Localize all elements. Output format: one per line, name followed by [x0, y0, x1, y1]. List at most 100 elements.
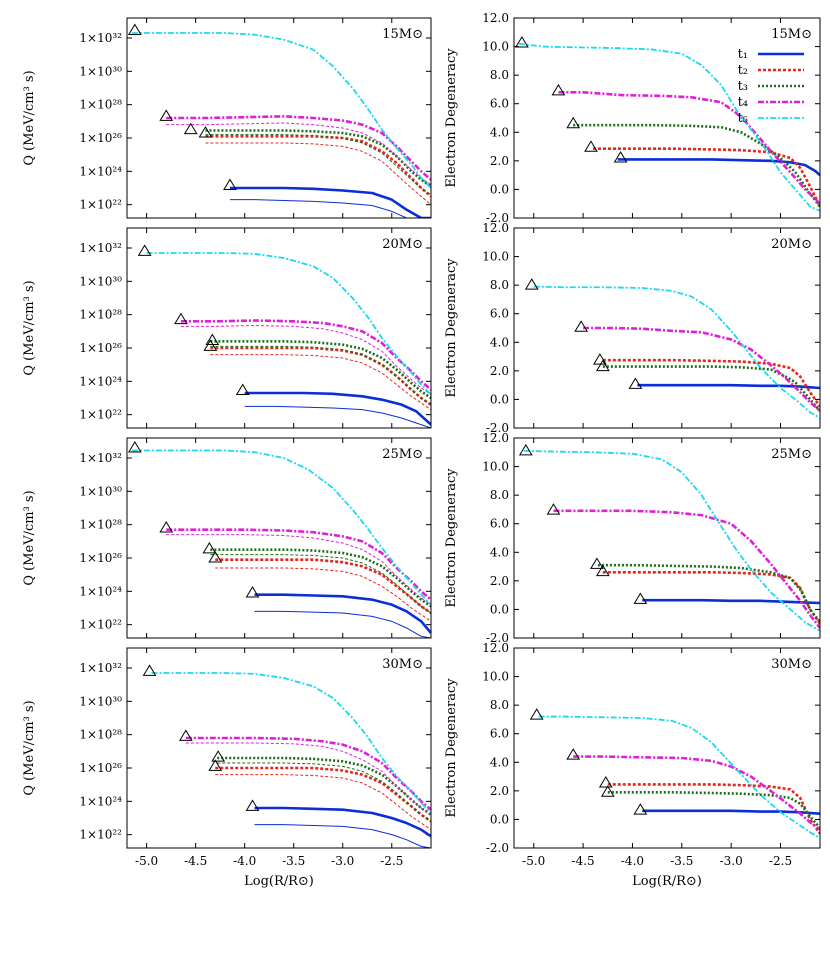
series-line: [254, 806, 431, 838]
series-line: [602, 358, 820, 408]
series-group: [151, 672, 431, 848]
triangle-marker: [633, 592, 648, 604]
y-tick-label: 8.0: [490, 68, 509, 82]
series-group: [538, 715, 820, 839]
y-tick-label: 1×10³²: [79, 241, 122, 255]
y-tick-label: 10.0: [482, 460, 509, 474]
triangle-marker: [205, 333, 220, 345]
triangle-marker: [598, 776, 613, 788]
triangle-marker: [208, 551, 223, 563]
series-line: [254, 593, 431, 634]
triangle-marker: [613, 151, 628, 163]
y-tick-label: 12.0: [482, 221, 509, 235]
series-line-thin: [180, 324, 431, 396]
y-tick-label: 6.0: [490, 307, 509, 321]
series-line: [244, 391, 431, 426]
x-axis-label: Log(R/R⊙): [632, 874, 702, 889]
mass-label: 15M⊙: [771, 27, 812, 42]
x-tick-label: -3.5: [670, 854, 693, 868]
y-tick-label: 1×10³²: [79, 661, 122, 675]
series-group: [131, 32, 431, 218]
x-tick-label: -2.5: [380, 854, 403, 868]
y-tick-label: 1×10²⁴: [79, 164, 122, 178]
y-tick-label: 1×10²²: [79, 408, 122, 422]
y-tick-label: 8.0: [490, 488, 509, 502]
triangle-marker: [137, 244, 152, 256]
mass-label: 20M⊙: [382, 237, 423, 252]
series-line-thin: [205, 134, 431, 196]
series-line-thin: [215, 567, 431, 622]
series-line: [597, 563, 820, 624]
series-line: [185, 736, 431, 811]
series-line-thin: [166, 122, 431, 186]
y-tick-label: 1×10²⁸: [79, 98, 122, 112]
series-line-thin: [215, 774, 431, 831]
triangle-marker: [524, 278, 539, 290]
series-line-thin: [210, 345, 431, 406]
x-tick-label: -4.5: [572, 854, 595, 868]
series-line: [205, 129, 431, 188]
y-tick-label: 1×10²⁸: [79, 728, 122, 742]
series-line: [602, 570, 820, 625]
legend-label: t₁: [738, 47, 748, 62]
triangle-marker: [198, 126, 213, 138]
plot-frame: [513, 227, 821, 429]
y-tick-label: 0.0: [490, 182, 509, 196]
series-line-thin: [166, 534, 431, 606]
triangle-marker: [211, 750, 226, 762]
y-axis-label-q: Q (MeV/cm³ s): [22, 280, 37, 375]
y-tick-label: 2.0: [490, 364, 509, 378]
triangle-marker: [174, 312, 188, 325]
y-tick-label: 1×10²²: [79, 198, 122, 212]
y-tick-label: 6.0: [490, 97, 509, 111]
y-tick-label: 1×10²⁶: [79, 341, 122, 355]
triangle-marker: [595, 564, 610, 577]
mass-label: 25M⊙: [382, 447, 423, 462]
series-line: [210, 548, 431, 608]
triangle-marker: [142, 664, 157, 676]
series-line-thin: [210, 554, 431, 614]
plot-frame: [513, 437, 821, 639]
y-tick-label: 2.0: [490, 154, 509, 168]
mass-label: 20M⊙: [771, 237, 812, 252]
series-line: [210, 340, 431, 400]
series-line-thin: [217, 762, 431, 822]
triangle-marker: [159, 109, 174, 121]
triangle-marker: [633, 803, 648, 815]
x-tick-label: -2.5: [769, 854, 792, 868]
y-tick-label: 2.0: [490, 574, 509, 588]
y-tick-label: 10.0: [482, 250, 509, 264]
panel-deg-1: 12.0 10.0 8.0 6.0 4.0 2.0 0.0 -2.0 Electron Dege…: [444, 11, 821, 225]
y-tick-label: 6.0: [490, 727, 509, 741]
plot-frame: [513, 647, 821, 849]
triangle-marker: [566, 116, 581, 129]
legend-label: t₃: [738, 79, 748, 94]
y-tick-label: 4.0: [490, 755, 509, 769]
y-tick-label: 8.0: [490, 278, 509, 292]
series-line: [573, 755, 820, 831]
y-tick-label: 4.0: [490, 545, 509, 559]
legend-label: t₄: [738, 95, 748, 110]
triangle-marker: [183, 122, 198, 135]
mass-label: 30M⊙: [771, 657, 812, 672]
series-group: [518, 42, 820, 212]
series-line-thin: [205, 142, 431, 206]
y-axis-label-q: Q (MeV/cm³ s): [22, 700, 37, 795]
y-tick-label: 1×10³⁰: [79, 274, 122, 288]
y-axis-label-q: Q (MeV/cm³ s): [22, 70, 37, 165]
y-axis-label-degeneracy: Electron Degeneracy: [444, 678, 459, 818]
series-line: [558, 90, 820, 205]
series-line: [617, 158, 820, 177]
y-tick-label: 10.0: [482, 40, 509, 54]
mass-label: 30M⊙: [382, 657, 423, 672]
y-tick-label: 0.0: [490, 392, 509, 406]
series-line: [131, 32, 431, 189]
mass-label: 15M⊙: [382, 27, 423, 42]
y-tick-label: 1×10³⁰: [79, 484, 122, 498]
series-line: [180, 319, 431, 391]
triangle-marker: [515, 36, 529, 48]
triangle-marker: [590, 557, 604, 569]
y-tick-label: 1×10²⁶: [79, 131, 122, 145]
y-tick-label: 1×10³⁰: [79, 64, 122, 78]
